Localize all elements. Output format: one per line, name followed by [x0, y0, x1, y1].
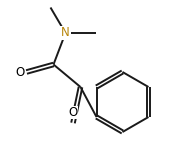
Text: O: O [68, 105, 78, 118]
Text: O: O [16, 66, 25, 78]
Text: N: N [61, 27, 70, 39]
